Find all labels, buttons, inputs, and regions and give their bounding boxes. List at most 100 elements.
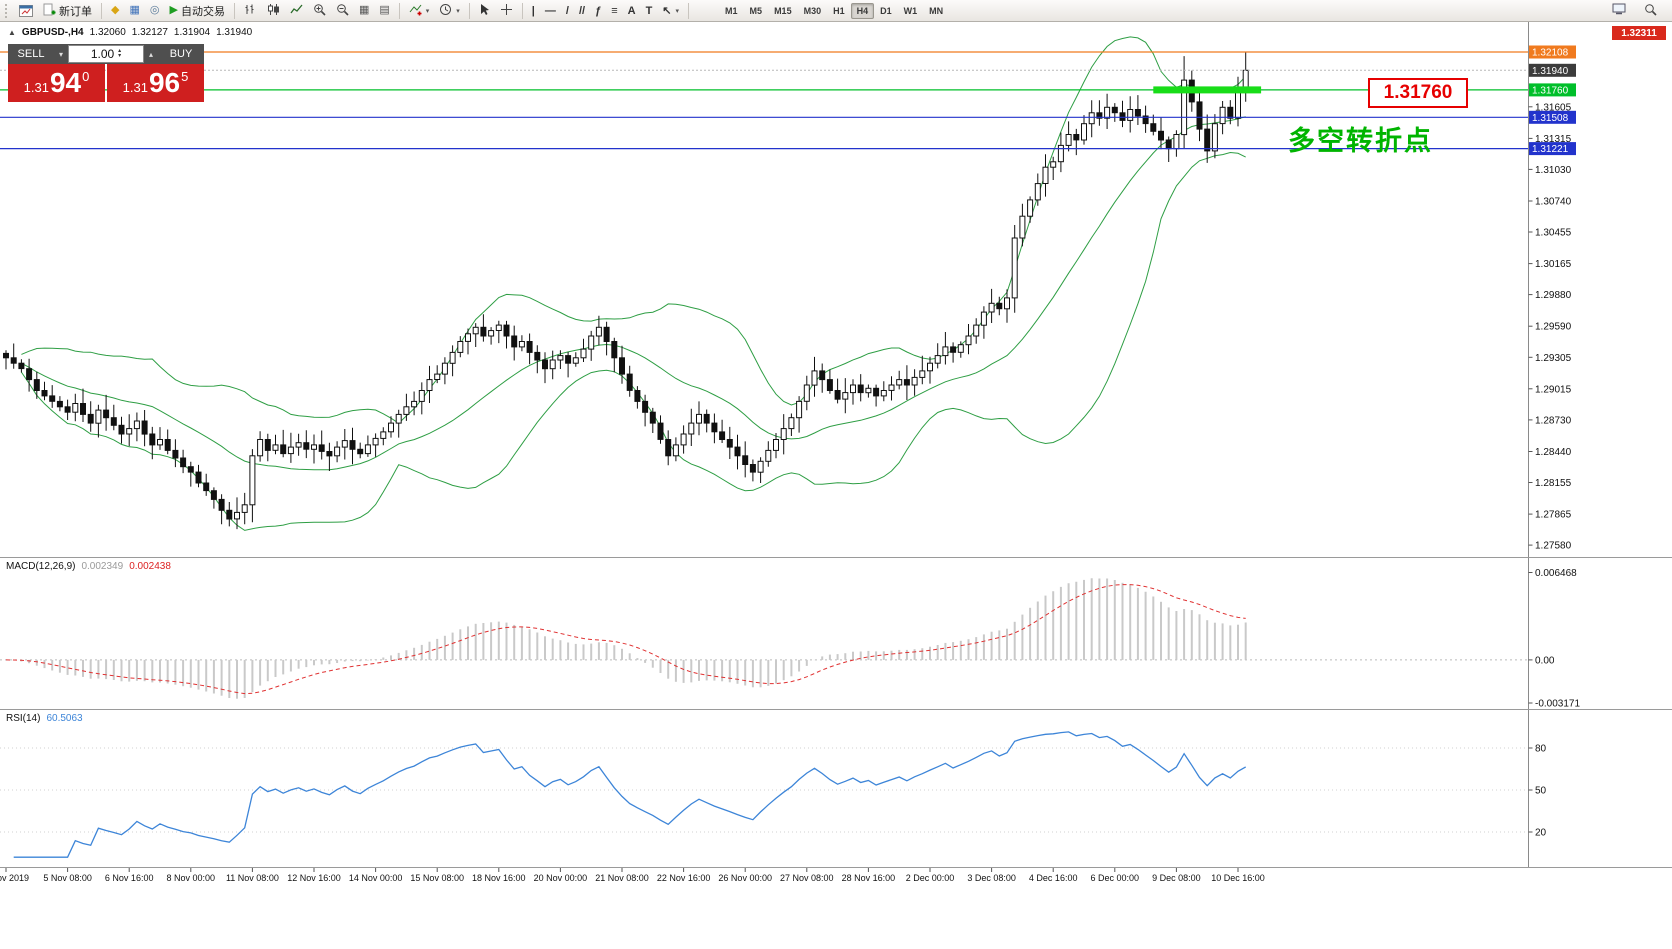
- volume-down-icon[interactable]: ▾: [118, 53, 122, 59]
- horizontal-line-objects[interactable]: [0, 51, 1528, 150]
- cursor-icon: [479, 3, 490, 19]
- rsi-value: 60.5063: [46, 713, 83, 724]
- main-toolbar: 新订单 ◆ ▦ ◎ ▶ 自动交易 ▦ ▤ ▾ ▾ | — / // ƒ ≡: [0, 0, 1672, 22]
- timeframe-m15-button[interactable]: M15: [768, 3, 798, 19]
- charts-button[interactable]: ▦: [124, 2, 144, 20]
- svg-text:2 Dec 00:00: 2 Dec 00:00: [906, 873, 955, 883]
- svg-text:-0.003171: -0.003171: [1535, 699, 1580, 710]
- turning-point-annotation[interactable]: 多空转折点: [1288, 126, 1433, 156]
- auto-scroll-icon: ▤: [379, 4, 390, 16]
- auto-scroll-button[interactable]: ▤: [374, 2, 394, 20]
- clock-icon: [439, 3, 452, 19]
- symbol-period-label: GBPUSD-,H4: [21, 27, 84, 38]
- data-window-button[interactable]: [1607, 2, 1631, 20]
- new-order-button[interactable]: 新订单: [38, 2, 97, 20]
- text-tool-icon: A: [627, 4, 636, 17]
- trendline-tool-button[interactable]: /: [561, 2, 574, 20]
- auto-trading-button[interactable]: ▶ 自动交易: [164, 2, 229, 20]
- bollinger-bands: [20, 36, 1247, 531]
- alert-price-label: 1.32311: [1612, 26, 1666, 40]
- timeframe-m1-button[interactable]: M1: [719, 3, 744, 19]
- label-tool-button[interactable]: T: [641, 2, 658, 20]
- horizontal-line-icon: —: [544, 4, 556, 17]
- svg-text:28 Nov 16:00: 28 Nov 16:00: [842, 873, 896, 883]
- axis-price-box: [1529, 83, 1576, 97]
- svg-text:1.27580: 1.27580: [1535, 541, 1572, 552]
- zoom-in-button[interactable]: [308, 2, 331, 20]
- periods-dropdown[interactable]: ▾: [434, 2, 465, 20]
- resistance-price-label[interactable]: 1.31760: [1368, 78, 1468, 108]
- grid-lines-tool-button[interactable]: ≡: [606, 2, 622, 20]
- volume-input[interactable]: 1.00 ▴ ▾: [68, 45, 144, 63]
- line-chart-mode-button[interactable]: [285, 2, 308, 20]
- horizontal-line-tool-button[interactable]: —: [540, 2, 561, 20]
- svg-text:1.31605: 1.31605: [1535, 102, 1572, 113]
- text-tool-button[interactable]: A: [623, 2, 641, 20]
- resistance-highlight-bar[interactable]: [1153, 86, 1262, 94]
- one-click-trading-panel: SELL ▾ 1.00 ▴ ▾ ▴ BUY 1.31 94 0 1.31 96 …: [8, 44, 204, 102]
- tile-windows-button[interactable]: ▦: [354, 2, 374, 20]
- bar-chart-mode-button[interactable]: [239, 2, 262, 20]
- buy-price-button[interactable]: 1.31 96 5: [107, 64, 204, 102]
- charts-grid-icon: ▦: [129, 4, 140, 16]
- auto-trading-label: 自动交易: [180, 5, 225, 18]
- timeframe-d1-button[interactable]: D1: [874, 3, 898, 19]
- crosshair-tool-button[interactable]: [495, 2, 518, 20]
- volume-spinner: ▴ ▾: [118, 48, 122, 59]
- axis-price-box: [1529, 142, 1576, 156]
- zoom-out-button[interactable]: [331, 2, 354, 20]
- buy-price-pipette: 5: [181, 69, 189, 84]
- sell-options-caret-icon[interactable]: ▾: [58, 49, 63, 59]
- vertical-line-tool-button[interactable]: |: [527, 2, 540, 20]
- indicators-icon: [409, 3, 422, 19]
- timeframe-toolbar: M1 M5 M15 M30 H1 H4 D1 W1 MN: [719, 2, 949, 19]
- candlestick-mode-button[interactable]: [262, 2, 285, 20]
- timeframe-m30-button[interactable]: M30: [798, 3, 828, 19]
- svg-text:1.30740: 1.30740: [1535, 197, 1572, 208]
- timeframe-h4-button[interactable]: H4: [850, 2, 875, 19]
- fibonacci-tool-button[interactable]: ƒ: [590, 2, 606, 20]
- svg-text:4 Dec 16:00: 4 Dec 16:00: [1029, 873, 1078, 883]
- buy-options-caret-icon[interactable]: ▴: [148, 49, 153, 59]
- panel-collapse-icon[interactable]: ▲: [8, 28, 16, 37]
- arrows-tool-dropdown[interactable]: ↖ ▾: [657, 2, 684, 20]
- navigator-button[interactable]: ◎: [145, 2, 165, 20]
- svg-text:12 Nov 16:00: 12 Nov 16:00: [287, 873, 341, 883]
- volume-up-icon[interactable]: ▴: [118, 48, 122, 54]
- time-axis[interactable]: 4 Nov 2019 5 Nov 08:00 6 Nov 16:00 8 Nov 00…: [0, 868, 1265, 883]
- grid-lines-icon: ≡: [611, 4, 618, 17]
- indicators-dropdown[interactable]: ▾: [404, 2, 435, 20]
- toolbar-separator: [688, 2, 690, 19]
- toolbar-drag-handle[interactable]: [5, 3, 11, 18]
- svg-text:1.31030: 1.31030: [1535, 165, 1572, 176]
- new-order-label: 新订单: [59, 5, 92, 18]
- timeframe-m5-button[interactable]: M5: [744, 3, 769, 19]
- search-icon: [1644, 3, 1657, 19]
- macd-main-value: 0.002349: [81, 561, 124, 572]
- svg-text:14 Nov 00:00: 14 Nov 00:00: [349, 873, 403, 883]
- crosshair-icon: [500, 3, 513, 19]
- timeframe-w1-button[interactable]: W1: [898, 3, 924, 19]
- sell-price-button[interactable]: 1.31 94 0: [8, 64, 105, 102]
- svg-text:22 Nov 16:00: 22 Nov 16:00: [657, 873, 711, 883]
- new-order-icon: [43, 3, 56, 19]
- profile-icon: ◆: [111, 4, 120, 16]
- high-value: 1.32127: [131, 27, 168, 38]
- svg-text:27 Nov 08:00: 27 Nov 08:00: [780, 873, 834, 883]
- sell-button[interactable]: SELL: [8, 44, 54, 64]
- label-tool-icon: T: [645, 4, 653, 17]
- profile-button[interactable]: ◆: [106, 2, 124, 20]
- timeframe-mn-button[interactable]: MN: [923, 3, 949, 19]
- channel-tool-button[interactable]: //: [574, 2, 590, 20]
- search-button[interactable]: [1639, 2, 1662, 20]
- channel-icon: //: [578, 4, 586, 17]
- buy-button[interactable]: BUY: [158, 44, 204, 64]
- timeframe-h1-button[interactable]: H1: [827, 3, 851, 19]
- cursor-tool-button[interactable]: [474, 2, 495, 20]
- price-axis[interactable]: 1.31605 1.31315 1.31030 1.30740 1.30455 1.301…: [0, 22, 1672, 868]
- line-chart-icon: [290, 3, 303, 19]
- svg-text:1.29015: 1.29015: [1535, 384, 1572, 395]
- svg-text:1.30455: 1.30455: [1535, 228, 1572, 239]
- svg-text:0.006468: 0.006468: [1535, 568, 1577, 579]
